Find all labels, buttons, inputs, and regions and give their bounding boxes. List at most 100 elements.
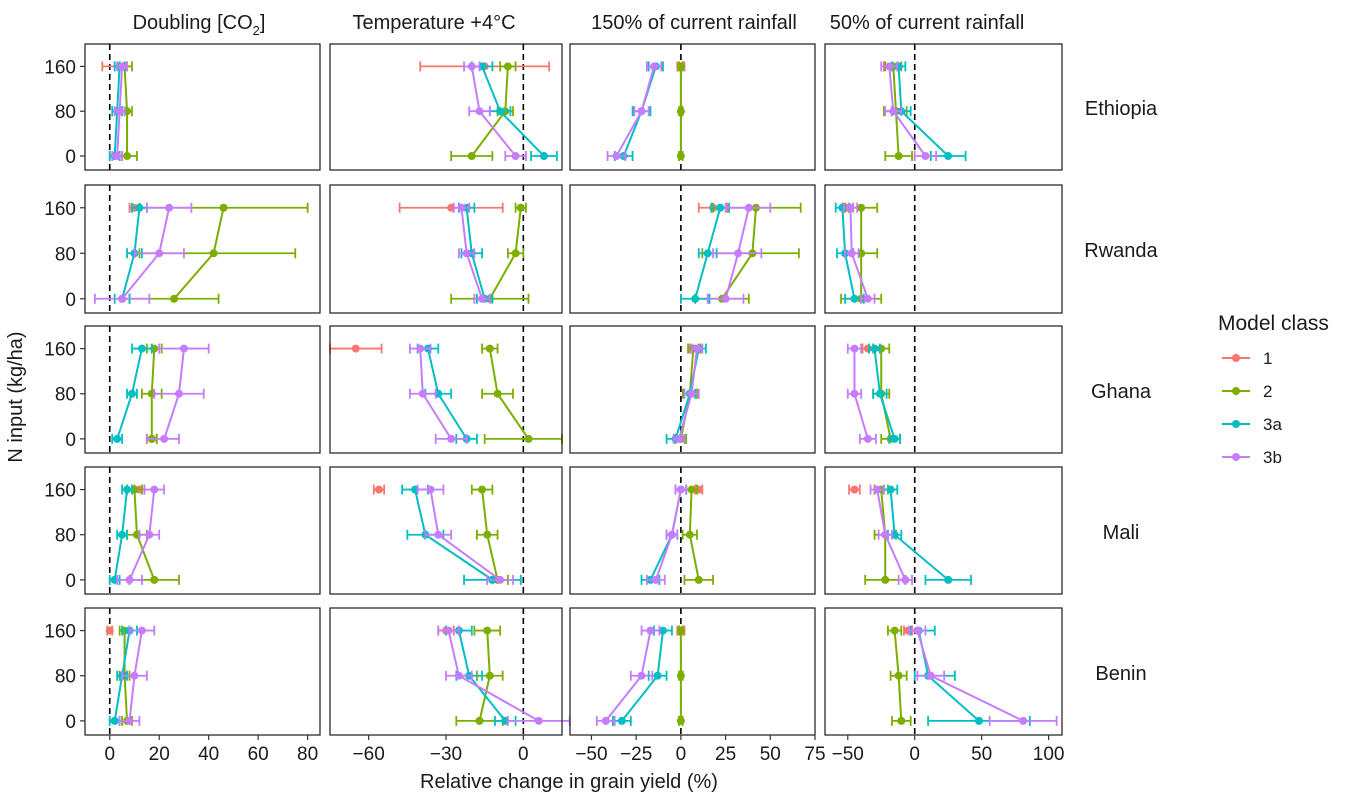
data-point [881,530,890,539]
data-point [118,62,127,71]
series-3a [108,484,133,585]
data-point [617,716,626,725]
column-title-3: 50% of current rainfall [830,12,1025,34]
data-point [444,626,453,635]
row-label-ghana: Ghana [1091,381,1152,403]
data-point [667,530,676,539]
series-3b [463,61,527,161]
data-point [145,530,154,539]
y-tick-label: 0 [65,571,76,592]
data-point [870,344,879,353]
data-point [170,294,179,303]
legend-item-2: 2 [1222,382,1272,401]
panel-border [569,43,816,171]
data-point [155,249,164,258]
data-point [890,434,899,443]
legend-item-3b: 3b [1222,448,1282,467]
series-3b [869,484,913,585]
series-3a [883,484,972,585]
legend-label: 3a [1263,415,1282,434]
panel-border [84,184,321,314]
data-point [850,294,859,303]
data-point [534,716,543,725]
panel-border [824,43,1063,171]
series-3b [145,343,210,444]
panel-border [329,466,563,595]
series-3b [908,625,1058,726]
data-point [434,530,443,539]
y-tick-labels: 0 80 160 0 80 160 0 80 160 0 80 160 0 80 160 [44,57,85,733]
panel-mali-col2 [640,467,714,594]
data-point [944,152,953,160]
panel-ethiopia-col2 [606,44,686,170]
facet-row-labels: Ethiopia Rwanda Ghana Mali Benin [1084,98,1158,685]
x-tick-label: −60 [353,744,385,765]
data-point [483,530,492,539]
data-point [1019,716,1028,725]
x-tick-label: 50 [971,744,992,765]
data-point [901,575,910,584]
data-point [113,434,122,443]
data-point [118,530,127,539]
panel-border [824,184,1063,314]
facet-panels [84,43,1063,736]
x-tick-label: −50 [832,744,864,765]
y-tick-label: 0 [65,290,76,311]
series-3b [846,343,877,444]
x-tick-label: −50 [575,744,607,765]
panel-ghana-col3 [846,326,916,453]
data-point [921,152,930,160]
data-point [850,389,859,398]
panel-border [569,607,816,736]
panel-border [84,325,321,454]
panel-benin-col2 [595,608,686,735]
data-point [646,626,655,635]
y-tick-label: 80 [55,385,76,406]
panel-rwanda-col0 [93,185,309,313]
y-tick-label: 160 [44,340,76,361]
x-tick-label: 60 [248,744,269,765]
data-point [467,152,476,160]
series-3b [842,202,876,304]
data-point [426,485,435,494]
data-point [653,671,662,680]
panel-ghana-col0 [108,326,210,453]
data-point [687,389,696,398]
y-tick-label: 160 [44,57,76,78]
data-point [863,434,872,443]
panel-mali-col3 [848,467,972,594]
data-point [493,389,502,398]
data-point [175,389,183,398]
panel-border [824,466,1063,595]
y-tick-label: 80 [55,244,76,265]
legend-label: 1 [1263,349,1272,368]
data-point [179,344,188,353]
y-tick-label: 80 [55,526,76,547]
data-point [113,152,122,160]
data-point [478,294,487,303]
y-tick-label: 160 [44,199,76,220]
legend-key-point [1232,354,1240,362]
panel-rwanda-col1 [398,185,530,313]
data-point [875,389,884,398]
panel-ghana-col2 [665,326,707,453]
data-point [944,575,953,584]
x-tick-label: 40 [198,744,219,765]
data-point [850,344,859,353]
legend-label: 3b [1263,448,1282,467]
data-point [219,203,228,212]
data-point [503,62,512,71]
data-point [416,344,425,353]
legend-item-3a: 3a [1222,415,1282,434]
series-3a [111,343,153,444]
series-1 [372,484,386,495]
data-point [351,344,360,353]
data-point [676,485,685,494]
data-point [846,203,855,212]
panel-border [84,607,321,736]
data-point [467,62,476,71]
series-2 [681,484,714,585]
data-point [847,249,856,258]
data-point [676,626,685,635]
